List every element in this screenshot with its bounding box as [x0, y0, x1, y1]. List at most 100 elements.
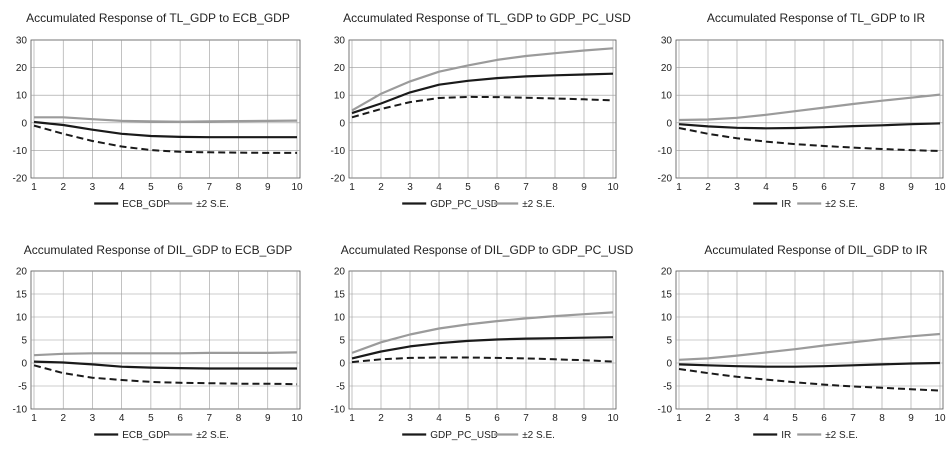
x-tick-label: 10 — [607, 413, 619, 424]
x-tick-label: 6 — [177, 413, 183, 424]
y-tick-label: 10 — [16, 91, 28, 102]
x-tick-label: 4 — [436, 182, 442, 193]
chart-panel-1: Accumulated Response of TL_GDP to ECB_GD… — [13, 11, 303, 210]
legend-label-response: GDP_PC_USD — [430, 430, 498, 441]
y-tick-label: -10 — [331, 405, 346, 416]
x-tick-label: 8 — [236, 182, 242, 193]
se-lower-line — [351, 95, 614, 119]
x-tick-label: 10 — [607, 182, 619, 193]
y-tick-label: -10 — [658, 405, 673, 416]
legend-label-response: IR — [781, 199, 791, 210]
y-tick-label: -10 — [331, 146, 346, 157]
x-tick-label: 4 — [763, 182, 769, 193]
plot-frame — [30, 39, 301, 179]
se-upper-line — [351, 311, 614, 354]
y-tick-label: 5 — [21, 336, 27, 347]
legend-label-response: GDP_PC_USD — [430, 199, 498, 210]
y-tick-label: 5 — [666, 336, 672, 347]
legend-label-se: ±2 S.E. — [196, 199, 229, 210]
x-tick-label: 6 — [177, 182, 183, 193]
y-tick-label: -5 — [336, 382, 345, 393]
x-tick-label: 5 — [792, 413, 798, 424]
y-tick-label: -20 — [13, 174, 28, 185]
se-lower-line — [33, 364, 298, 386]
x-tick-label: 2 — [60, 413, 66, 424]
x-tick-label: 7 — [850, 182, 856, 193]
y-tick-label: 30 — [16, 36, 28, 47]
x-tick-label: 6 — [494, 413, 500, 424]
y-tick-label: 0 — [21, 118, 27, 129]
x-tick-label: 7 — [850, 413, 856, 424]
y-tick-label: -5 — [18, 382, 27, 393]
x-tick-label: 1 — [31, 182, 37, 193]
x-tick-label: 10 — [934, 413, 946, 424]
x-tick-label: 9 — [908, 413, 914, 424]
response-line — [351, 336, 614, 360]
legend: GDP_PC_USD ±2 S.E. — [402, 430, 555, 441]
legend: IR ±2 S.E. — [753, 430, 858, 441]
x-tick-label: 8 — [236, 413, 242, 424]
chart-panel-6: Accumulated Response of DIL_GDP to IR 20 1… — [658, 243, 946, 441]
y-tick-label: 15 — [661, 290, 673, 301]
y-tick-label: -20 — [658, 174, 673, 185]
x-tick-label: 9 — [581, 182, 587, 193]
x-tick-label: 10 — [291, 182, 303, 193]
se-lower-line — [678, 368, 941, 392]
legend-label-response: ECB_GDP — [122, 199, 170, 210]
legend-label-se: ±2 S.E. — [522, 199, 555, 210]
x-tick-label: 2 — [60, 182, 66, 193]
y-tick-label: 10 — [661, 313, 673, 324]
x-tick-label: 8 — [552, 182, 558, 193]
chart-panel-2: Accumulated Response of TL_GDP to GDP_PC… — [331, 11, 632, 210]
legend: GDP_PC_USD ±2 S.E. — [402, 199, 555, 210]
y-tick-label: 15 — [334, 290, 346, 301]
se-lower-line — [678, 127, 941, 152]
x-tick-label: 9 — [581, 413, 587, 424]
y-tick-label: 15 — [16, 290, 28, 301]
chart-title: Accumulated Response of DIL_GDP to IR — [704, 243, 928, 257]
y-tick-label: 20 — [334, 63, 346, 74]
y-tick-label: -10 — [13, 146, 28, 157]
x-tick-label: 9 — [265, 413, 271, 424]
x-tick-label: 8 — [879, 413, 885, 424]
x-tick-label: 4 — [119, 182, 125, 193]
x-tick-label: 2 — [705, 182, 711, 193]
legend-label-se: ±2 S.E. — [522, 430, 555, 441]
legend-label-response: IR — [781, 430, 791, 441]
x-tick-label: 1 — [676, 413, 682, 424]
y-tick-label: 0 — [666, 118, 672, 129]
se-upper-line — [678, 332, 941, 361]
x-tick-label: 9 — [908, 182, 914, 193]
legend: ECB_GDP ±2 S.E. — [94, 199, 229, 210]
x-tick-label: 6 — [821, 413, 827, 424]
y-tick-label: 20 — [661, 267, 673, 278]
y-tick-label: -20 — [331, 174, 346, 185]
legend-label-response: ECB_GDP — [122, 430, 170, 441]
legend: ECB_GDP ±2 S.E. — [94, 430, 229, 441]
x-tick-label: 4 — [436, 413, 442, 424]
x-tick-label: 7 — [523, 182, 529, 193]
legend-label-se: ±2 S.E. — [825, 430, 858, 441]
y-tick-label: 5 — [339, 336, 345, 347]
x-tick-label: 1 — [349, 182, 355, 193]
x-tick-label: 10 — [291, 413, 303, 424]
chart-title: Accumulated Response of TL_GDP to GDP_PC… — [343, 11, 631, 25]
x-tick-label: 3 — [90, 413, 96, 424]
response-line — [33, 360, 297, 370]
chart-title: Accumulated Response of TL_GDP to IR — [707, 11, 926, 25]
chart-panel-3: Accumulated Response of TL_GDP to IR3020… — [658, 11, 946, 210]
x-tick-label: 2 — [378, 182, 384, 193]
x-tick-label: 8 — [879, 182, 885, 193]
y-tick-label: 30 — [661, 36, 673, 47]
se-upper-line — [34, 116, 298, 123]
y-tick-label: 20 — [661, 63, 673, 74]
x-tick-label: 4 — [119, 413, 125, 424]
x-tick-label: 4 — [763, 413, 769, 424]
x-tick-label: 6 — [821, 182, 827, 193]
x-tick-label: 2 — [378, 413, 384, 424]
y-tick-label: 10 — [334, 91, 346, 102]
y-tick-label: 20 — [334, 267, 346, 278]
x-tick-label: 5 — [792, 182, 798, 193]
chart-title: Accumulated Response of DIL_GDP to GDP_P… — [341, 243, 634, 257]
x-tick-label: 7 — [523, 413, 529, 424]
